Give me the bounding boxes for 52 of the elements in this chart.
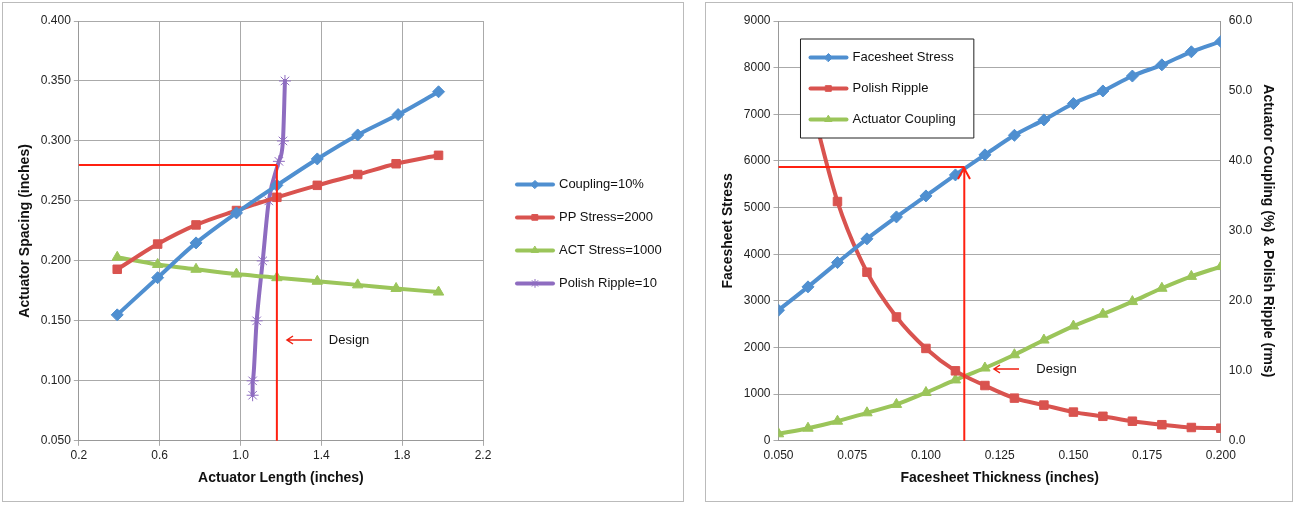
x-tick-label: 1.0 <box>232 448 250 463</box>
y-tick-label: 6000 <box>743 153 771 168</box>
y2-tick-label: 50.0 <box>1228 83 1253 98</box>
legend-label: Coupling=10% <box>559 175 645 191</box>
y-tick-label: 0.400 <box>40 13 72 28</box>
annotation: Design <box>328 331 370 347</box>
y2-axis-title: Actuator Coupling (%) & Polish Ripple (rms) <box>1260 84 1277 378</box>
legend-label: ACT Stress=1000 <box>559 241 662 257</box>
legend-label: Actuator Coupling <box>852 111 956 127</box>
x-axis-title: Actuator Length (inches) <box>198 469 364 486</box>
y-tick-label: 0.100 <box>40 373 72 388</box>
y-tick-label: 0 <box>763 433 771 448</box>
y-tick-label: 0.350 <box>40 73 72 88</box>
legend-label: PP Stress=2000 <box>559 208 654 224</box>
x-tick-label: 0.2 <box>70 448 88 463</box>
y2-tick-label: 20.0 <box>1228 293 1253 308</box>
y-tick-label: 0.250 <box>40 193 72 208</box>
x-tick-label: 2.2 <box>474 448 492 463</box>
x-tick-label: 0.6 <box>151 448 169 463</box>
y2-tick-label: 0.0 <box>1228 433 1246 448</box>
y-tick-label: 5000 <box>743 199 771 214</box>
y2-tick-label: 10.0 <box>1228 363 1253 378</box>
x-axis-title: Facesheet Thickness (inches) <box>900 469 1099 486</box>
y-tick-label: 0.050 <box>40 433 72 448</box>
y-tick-label: 4000 <box>743 246 771 261</box>
x-tick-label: 1.4 <box>312 448 330 463</box>
y-tick-label: 0.150 <box>40 313 72 328</box>
x-tick-label: 0.150 <box>1058 448 1089 463</box>
x-tick-label: 0.100 <box>910 448 942 463</box>
x-tick-label: 0.200 <box>1205 448 1237 463</box>
y-tick-label: 9000 <box>743 13 771 28</box>
y-axis-title: Actuator Spacing (inches) <box>16 144 33 318</box>
y2-tick-label: 60.0 <box>1228 13 1253 28</box>
y-tick-label: 7000 <box>743 106 771 121</box>
y-tick-label: 8000 <box>743 59 771 74</box>
legend-label: Facesheet Stress <box>852 49 955 65</box>
y-tick-label: 0.200 <box>40 253 72 268</box>
legend-label: Polish Ripple=10 <box>559 274 657 290</box>
y-tick-label: 1000 <box>743 386 771 401</box>
x-tick-label: 0.175 <box>1132 448 1163 463</box>
annotation: Design <box>1036 361 1077 377</box>
y2-tick-label: 40.0 <box>1228 153 1253 168</box>
y-axis-title: Facesheet Stress <box>719 173 736 289</box>
x-tick-label: 1.8 <box>393 448 411 463</box>
x-tick-label: 0.050 <box>763 448 794 463</box>
y-tick-label: 3000 <box>743 293 771 308</box>
x-tick-label: 0.075 <box>837 448 868 463</box>
x-tick-label: 0.125 <box>984 448 1016 463</box>
y-tick-label: 2000 <box>743 339 771 354</box>
y2-tick-label: 30.0 <box>1228 223 1253 238</box>
y-tick-label: 0.300 <box>40 133 72 148</box>
legend-label: Polish Ripple <box>852 80 929 96</box>
